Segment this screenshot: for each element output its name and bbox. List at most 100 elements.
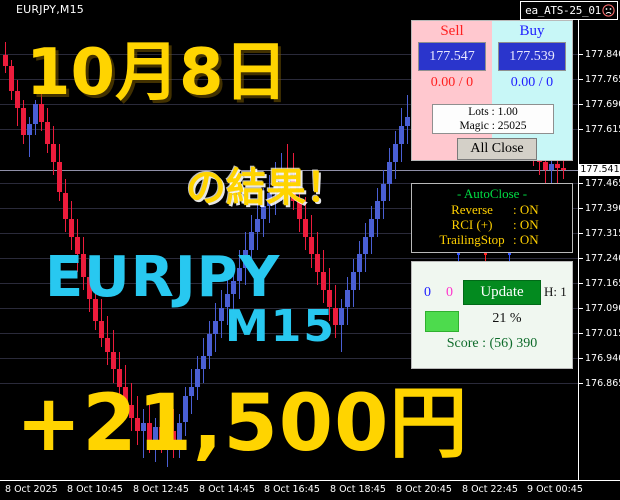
gridline (0, 258, 578, 259)
candle-body (237, 267, 242, 281)
ea-status-badge[interactable]: ea_ATS-25_01 (520, 1, 618, 20)
candle-body (45, 121, 50, 144)
candle-body (381, 183, 386, 202)
counter-blue: 0 (424, 285, 431, 300)
price-tick: 176.940 (579, 353, 620, 364)
price-scale-axis[interactable]: 177.840 177.765 177.690 177.615 177.465 177.3… (578, 20, 620, 480)
candle-body (393, 143, 398, 162)
candle-body (177, 422, 182, 441)
autoclose-value: : ON (513, 217, 539, 232)
sell-column: Sell 177.547 0.00 / 0 (412, 21, 492, 160)
candle-body (279, 170, 284, 184)
candle-body (405, 117, 410, 127)
candle-body (327, 289, 332, 308)
candle-body (141, 422, 146, 432)
candle-body (345, 289, 350, 308)
candle-body (243, 250, 248, 268)
time-tick: 8 Oct 20:45 (396, 484, 452, 495)
candle-body (159, 426, 164, 441)
candle-body (63, 192, 68, 220)
signal-arrow-up (457, 251, 460, 262)
gridline (0, 333, 578, 334)
candle-body (117, 369, 122, 388)
candle-body (543, 161, 548, 171)
ea-name-label: ea_ATS-25_01 (525, 4, 601, 17)
price-tick: 177.465 (579, 178, 620, 189)
magic-value: Magic : 25025 (459, 120, 527, 132)
candle-body (549, 163, 554, 171)
candle-body (267, 192, 272, 206)
price-tick: 177.315 (579, 228, 620, 239)
candle-body (111, 351, 116, 370)
time-tick: 9 Oct 00:45 (527, 484, 583, 495)
time-tick: 8 Oct 14:45 (199, 484, 255, 495)
h-label: H: 1 (544, 284, 567, 299)
candle-body (189, 387, 194, 396)
update-button[interactable]: Update (463, 280, 541, 305)
time-tick: 8 Oct 22:45 (462, 484, 518, 495)
candle-body (231, 280, 236, 295)
candle-body (261, 205, 266, 220)
candle-body (369, 219, 374, 237)
candle-body (219, 307, 224, 321)
price-tick: 177.615 (579, 124, 620, 135)
overlay-timeframe-caption: M15 (225, 301, 337, 352)
sell-price-button[interactable]: 177.547 (418, 42, 486, 71)
candle-body (225, 294, 230, 308)
candle-body (273, 183, 278, 193)
lots-magic-info: Lots : 1.00 Magic : 25025 (432, 104, 554, 134)
candle-body (285, 170, 290, 180)
price-tick: 177.840 (579, 49, 620, 60)
trade-panel[interactable]: Sell 177.547 0.00 / 0 Buy 177.539 0.00 /… (411, 20, 573, 161)
time-tick: 8 Oct 12:45 (133, 484, 189, 495)
candle-body (303, 219, 308, 237)
autoclose-key: Reverse (451, 202, 493, 217)
candle-body (123, 387, 128, 405)
price-tick: 177.240 (579, 253, 620, 264)
overlay-pair-caption: EURJPY (45, 245, 281, 310)
candle-body (57, 161, 62, 193)
candle-body (21, 108, 26, 135)
candle-body (561, 168, 566, 170)
candle-body (201, 356, 206, 370)
price-tick: 176.865 (579, 378, 620, 389)
autoclose-title: - AutoClose - (456, 186, 528, 201)
autoclose-value: : ON (513, 232, 539, 247)
candle-wick (287, 143, 288, 193)
candle-body (399, 126, 404, 144)
time-tick: 8 Oct 18:45 (330, 484, 386, 495)
autoclose-row: TrailingStop : ON (412, 232, 572, 247)
buy-price-button[interactable]: 177.539 (498, 42, 566, 71)
candle-body (375, 201, 380, 220)
gridline (0, 233, 578, 234)
candle-body (81, 254, 86, 277)
candle-body (33, 104, 38, 124)
candle-body (291, 179, 296, 202)
all-close-button[interactable]: All Close (457, 138, 537, 160)
gridline (0, 208, 578, 209)
gridline (0, 308, 578, 309)
candle-body (87, 276, 92, 299)
candle-body (249, 232, 254, 250)
candle-body (135, 418, 140, 432)
autoclose-key: TrailingStop (439, 232, 505, 247)
candle-body (321, 272, 326, 290)
gridline (0, 358, 578, 359)
percent-label: 21 % (492, 311, 522, 326)
candle-body (351, 272, 356, 290)
candle-body (339, 307, 344, 326)
candle-body (27, 123, 32, 135)
score-panel[interactable]: 0 0 Update H: 1 21 % Score : (56) 390 (411, 261, 573, 369)
price-tick: 177.390 (579, 203, 620, 214)
candle-body (333, 307, 338, 326)
candle-body (93, 298, 98, 321)
signal-arrow-up (508, 251, 511, 262)
gridline (0, 129, 578, 130)
autoclose-panel[interactable]: - AutoClose - Reverse: ON RCI (+): ON Trai… (411, 183, 573, 253)
time-scale-axis[interactable]: 8 Oct 2025 8 Oct 10:45 8 Oct 12:45 8 Oct 14… (0, 480, 620, 500)
candle-body (51, 143, 56, 162)
candle-body (195, 369, 200, 388)
candle-body (9, 66, 14, 91)
progress-bar (425, 311, 459, 332)
